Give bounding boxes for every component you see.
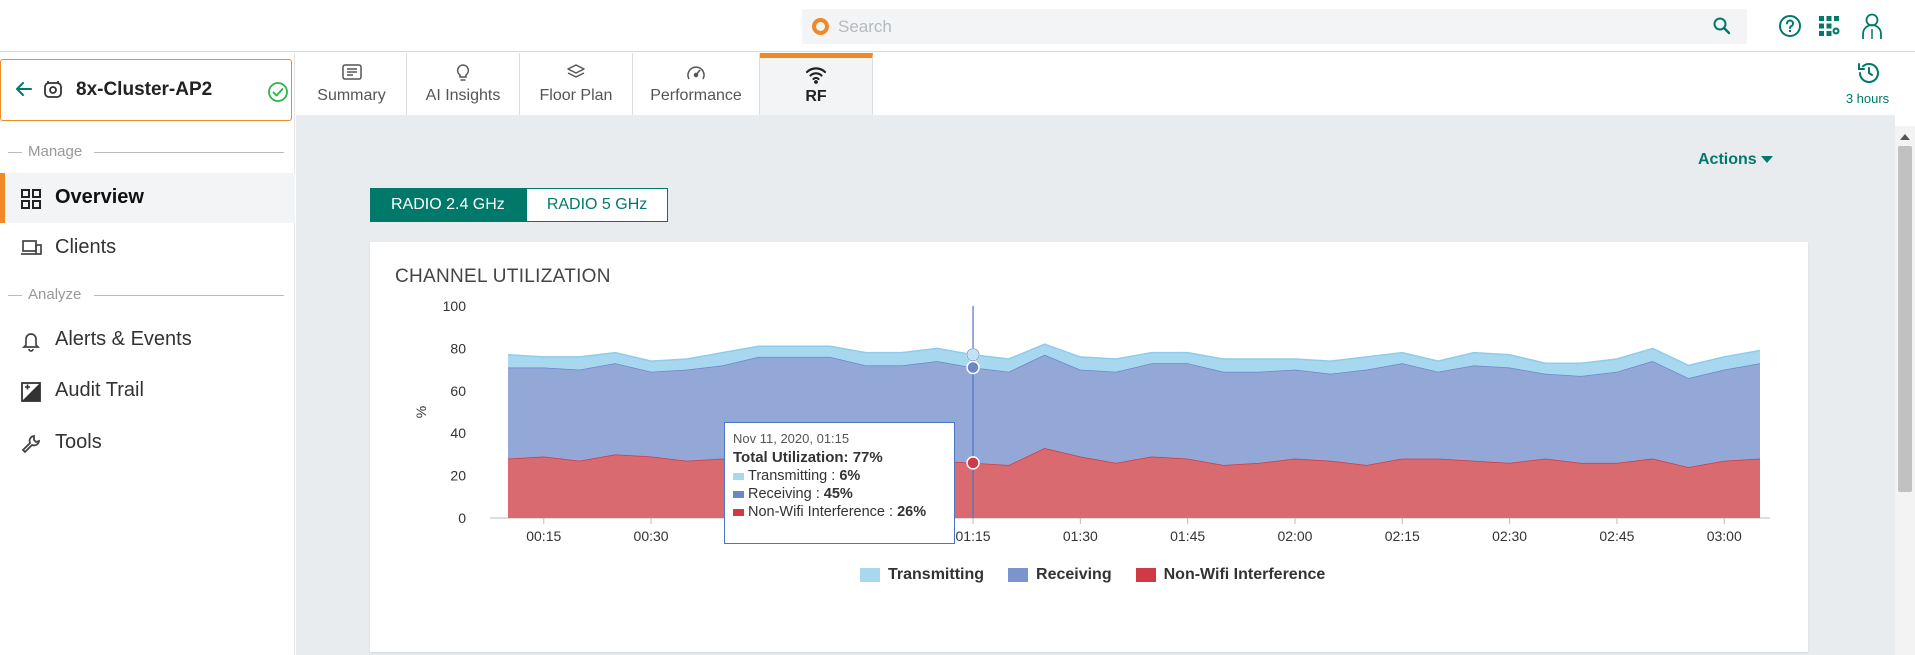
sidebar-item-audit-trail[interactable]: Audit Trail: [0, 366, 295, 416]
radio-tab-2-4ghz[interactable]: RADIO 2.4 GHz: [370, 188, 526, 222]
device-name: 8x-Cluster-AP2: [76, 79, 213, 100]
gauge-icon: [633, 64, 759, 82]
radio-tabs: RADIO 2.4 GHz RADIO 5 GHz: [370, 188, 669, 222]
devices-icon: [20, 238, 42, 263]
search-bar: [802, 9, 1747, 44]
tooltip-row-receiving: Receiving : 45%: [733, 486, 946, 502]
status-ok-icon: [267, 81, 289, 108]
tooltip-row-interference: Non-Wifi Interference : 26%: [733, 504, 946, 520]
chart-tooltip: Nov 11, 2020, 01:15 Total Utilization: 7…: [724, 422, 955, 544]
legend-item-interference[interactable]: Non-Wifi Interference: [1135, 566, 1325, 584]
time-range-button[interactable]: 3 hours: [1840, 62, 1895, 106]
actions-dropdown[interactable]: Actions: [1698, 151, 1773, 169]
radio-tab-5ghz[interactable]: RADIO 5 GHz: [525, 188, 669, 222]
left-panel: 8x-Cluster-AP2 Manage Overview Clients A…: [0, 53, 295, 655]
tab-rf[interactable]: RF: [760, 53, 873, 115]
scroll-up-icon[interactable]: [1900, 134, 1910, 140]
wrench-icon: [20, 433, 42, 460]
lightbulb-icon: [407, 64, 519, 82]
help-icon[interactable]: [1778, 14, 1802, 43]
tab-floor-plan[interactable]: Floor Plan: [520, 53, 633, 115]
tab-summary[interactable]: Summary: [297, 53, 407, 115]
channel-utilization-card: CHANNEL UTILIZATION: [370, 242, 1808, 652]
search-input[interactable]: [838, 13, 1698, 40]
legend-item-receiving[interactable]: Receiving: [1008, 566, 1112, 584]
section-analyze: Analyze: [0, 286, 292, 303]
sidebar-item-tools[interactable]: Tools: [0, 418, 295, 468]
device-header: 8x-Cluster-AP2: [0, 59, 292, 121]
chart-legend: Transmitting Receiving Non-Wifi Interfer…: [860, 566, 1349, 584]
layers-icon: [520, 64, 632, 82]
sidebar-item-clients[interactable]: Clients: [0, 223, 295, 273]
caret-down-icon: [1760, 156, 1773, 164]
access-point-icon: [43, 79, 63, 104]
history-icon: [1856, 63, 1880, 88]
sidebar-item-label: Tools: [55, 431, 102, 453]
section-manage: Manage: [0, 143, 292, 160]
sidebar-item-alerts-events[interactable]: Alerts & Events: [0, 315, 295, 365]
tooltip-date: Nov 11, 2020, 01:15: [733, 431, 850, 446]
tooltip-row-transmitting: Transmitting : 6%: [733, 468, 946, 484]
top-bar: [0, 0, 1915, 52]
grid-icon: [20, 188, 42, 215]
sidebar-item-label: Audit Trail: [55, 379, 144, 401]
wifi-icon: [760, 66, 872, 84]
scroll-thumb[interactable]: [1898, 146, 1912, 492]
tab-performance[interactable]: Performance: [633, 53, 760, 115]
search-icon[interactable]: [1713, 17, 1731, 40]
sidebar-item-label: Alerts & Events: [55, 328, 192, 350]
summary-icon: [297, 64, 406, 80]
sidebar-item-label: Clients: [55, 236, 117, 258]
user-icon[interactable]: [1860, 12, 1884, 45]
apps-grid-icon[interactable]: [1817, 14, 1841, 43]
sidebar-item-label: Overview: [55, 186, 144, 208]
tab-ai-insights[interactable]: AI Insights: [407, 53, 520, 115]
brand-logo-icon: [812, 18, 829, 35]
audit-icon: [20, 381, 42, 408]
bell-icon: [20, 330, 42, 357]
sidebar-item-overview[interactable]: Overview: [0, 173, 295, 223]
vertical-scrollbar[interactable]: [1895, 126, 1915, 655]
back-arrow-icon[interactable]: [15, 80, 33, 103]
tooltip-total: Total Utilization: 77%: [733, 449, 883, 466]
card-title: CHANNEL UTILIZATION: [395, 266, 611, 287]
time-range-label: 3 hours: [1845, 91, 1890, 106]
legend-item-transmitting[interactable]: Transmitting: [860, 566, 984, 584]
